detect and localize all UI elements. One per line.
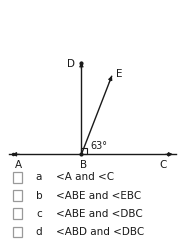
Text: <A and <C: <A and <C: [56, 172, 114, 182]
Text: c: c: [36, 209, 42, 219]
Text: E: E: [116, 69, 122, 79]
Text: B: B: [80, 160, 87, 170]
Text: D: D: [67, 59, 75, 69]
Text: C: C: [159, 160, 166, 170]
Text: 63°: 63°: [90, 141, 107, 151]
Text: a: a: [36, 172, 42, 182]
Text: d: d: [36, 227, 42, 237]
Text: A: A: [15, 160, 22, 170]
Text: <ABE and <DBC: <ABE and <DBC: [56, 209, 142, 219]
Text: <ABD and <DBC: <ABD and <DBC: [56, 227, 144, 237]
Text: <ABE and <EBC: <ABE and <EBC: [56, 191, 141, 201]
Text: b: b: [36, 191, 42, 201]
